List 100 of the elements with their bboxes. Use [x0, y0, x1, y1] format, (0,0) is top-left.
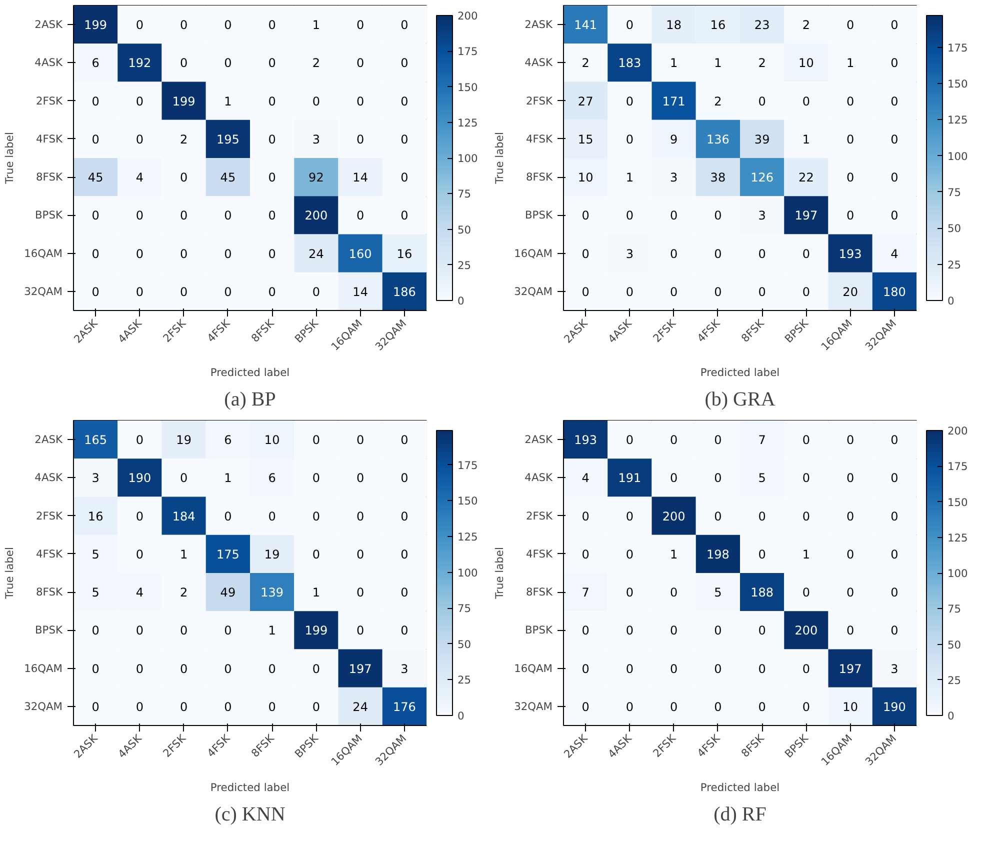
data-label: 0 [180, 662, 188, 676]
data-label: 0 [180, 700, 188, 714]
data-label: 192 [128, 56, 152, 70]
color-bar-label: 200 [458, 10, 478, 22]
y-tick-label: 8FSK [526, 586, 554, 599]
data-label: 0 [136, 284, 144, 299]
data-label: 126 [750, 170, 774, 185]
data-label: 0 [670, 433, 678, 448]
data-label: 22 [798, 170, 814, 185]
data-label: 3 [626, 246, 634, 261]
data-label: 2 [312, 56, 320, 70]
data-label: 0 [180, 624, 188, 638]
data-label: 0 [670, 284, 678, 299]
data-label: 0 [670, 586, 678, 600]
data-label: 0 [136, 94, 144, 108]
data-label: 0 [312, 94, 320, 108]
color-bar-label: 0 [458, 294, 464, 308]
data-label: 190 [128, 471, 152, 486]
data-label: 0 [582, 700, 590, 714]
data-label: 0 [400, 624, 408, 638]
data-label: 0 [714, 624, 722, 638]
data-label: 5 [758, 471, 766, 486]
data-label: 0 [714, 433, 722, 448]
data-label: 2 [180, 132, 188, 146]
data-label: 24 [308, 246, 324, 261]
data-label: 0 [714, 662, 722, 676]
data-label: 1 [268, 624, 276, 638]
color-bar-label: 25 [948, 258, 962, 272]
data-label: 0 [312, 700, 320, 714]
data-label: 1 [714, 56, 722, 70]
data-label: 0 [224, 18, 232, 32]
data-label: 0 [268, 509, 276, 524]
data-label: 176 [392, 700, 416, 714]
data-label: 19 [264, 547, 280, 562]
data-label: 19 [176, 433, 192, 448]
color-bar-label: 125 [948, 114, 968, 127]
data-label: 0 [758, 246, 766, 261]
data-label: 180 [882, 284, 906, 299]
data-label: 0 [92, 94, 100, 108]
data-label: 0 [846, 132, 854, 146]
data-label: 0 [890, 547, 898, 562]
color-bar-label: 200 [948, 424, 968, 438]
data-label: 0 [356, 18, 364, 32]
data-label: 0 [180, 471, 188, 486]
data-label: 0 [92, 624, 100, 638]
data-label: 9 [670, 132, 678, 146]
data-label: 0 [802, 509, 810, 524]
data-label: 0 [180, 208, 188, 223]
data-label: 0 [714, 471, 722, 486]
data-label: 0 [400, 94, 408, 108]
y-tick-label: 32QAM [24, 700, 63, 713]
data-label: 0 [92, 662, 100, 676]
data-label: 199 [84, 18, 108, 32]
color-bar-label: 150 [948, 496, 968, 509]
data-label: 0 [136, 208, 144, 223]
data-label: 183 [618, 56, 642, 70]
data-label: 0 [846, 471, 854, 486]
y-axis-title: True label [493, 547, 506, 600]
y-tick-label: 2FSK [36, 94, 64, 108]
data-label: 6 [92, 56, 100, 70]
data-label: 0 [312, 509, 320, 524]
text: (a) BP [224, 388, 276, 410]
data-label: 0 [846, 509, 854, 524]
color-bar-label: 125 [458, 116, 478, 130]
data-label: 0 [890, 18, 898, 32]
data-label: 0 [400, 170, 408, 185]
data-label: 0 [714, 246, 722, 261]
data-label: 0 [400, 547, 408, 562]
data-label: 0 [224, 246, 232, 261]
data-label: 0 [180, 246, 188, 261]
data-label: 0 [268, 208, 276, 223]
data-label: 0 [626, 586, 634, 600]
data-label: 4 [582, 471, 590, 486]
data-label: 0 [312, 284, 320, 299]
y-tick-label: 2ASK [524, 18, 554, 32]
data-label: 0 [582, 284, 590, 299]
data-label: 0 [802, 662, 810, 676]
data-label: 0 [582, 509, 590, 524]
data-label: 184 [172, 509, 196, 524]
data-label: 45 [88, 170, 104, 185]
y-tick-label: 16QAM [514, 662, 553, 675]
data-label: 0 [356, 586, 364, 600]
data-label: 165 [84, 433, 108, 448]
data-label: 0 [802, 586, 810, 600]
data-label: 0 [400, 56, 408, 70]
data-label: 0 [890, 132, 898, 146]
data-label: 0 [758, 547, 766, 562]
data-label: 0 [670, 246, 678, 261]
data-label: 2 [802, 18, 810, 32]
data-label: 160 [348, 246, 372, 261]
data-label: 10 [842, 700, 858, 714]
data-label: 1 [180, 547, 188, 562]
data-label: 0 [846, 624, 854, 638]
data-label: 3 [758, 208, 766, 223]
color-bar-label: 50 [948, 222, 962, 236]
data-label: 7 [758, 433, 766, 448]
data-label: 198 [706, 547, 730, 562]
data-label: 171 [662, 94, 686, 108]
data-label: 0 [356, 208, 364, 223]
color-bar-label: 75 [948, 602, 962, 616]
